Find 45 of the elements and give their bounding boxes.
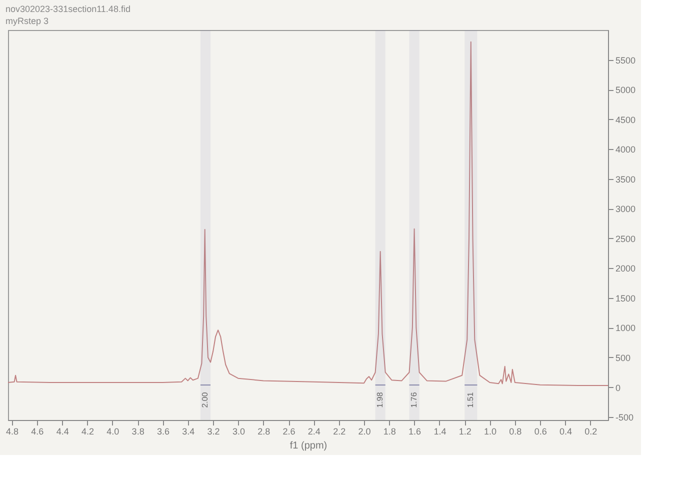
y-tick-label: 2000: [616, 264, 636, 274]
y-tick-label: 3000: [616, 204, 636, 214]
x-tick-label: 1.2: [458, 426, 472, 436]
x-tick-label: 1.6: [408, 426, 422, 436]
x-tick-label: 4.6: [31, 426, 44, 436]
y-tick-label: 4500: [616, 114, 636, 125]
x-tick-label: 1.4: [434, 426, 446, 436]
x-tick-label: 4.8: [6, 426, 19, 436]
band-label: 1.98: [375, 392, 384, 408]
x-tick-label: 1.0: [484, 426, 497, 436]
x-tick-label: 0.8: [509, 426, 522, 436]
y-tick-label: 2500: [616, 234, 636, 244]
x-tick-label: 0.4: [559, 426, 572, 436]
x-tick-label: 3.8: [132, 426, 144, 436]
line-series: [8, 41, 608, 386]
band-label: 2.00: [200, 392, 210, 408]
y-tick-label: 500: [616, 352, 631, 363]
y-tick-label: 5000: [616, 85, 636, 96]
y-tick-label: 4000: [616, 144, 636, 155]
band-label: 1.76: [409, 392, 418, 408]
x-tick-label: 4.0: [106, 426, 120, 436]
y-tick-label: 1500: [616, 293, 636, 304]
y-tick-label: -500: [616, 412, 634, 423]
x-tick-label: 2.0: [358, 426, 371, 436]
y-tick-label: 5500: [616, 55, 636, 66]
x-tick-label: 4.4: [56, 426, 69, 436]
x-tick-label: 0.2: [584, 426, 598, 436]
x-tick-label: 2.6: [282, 426, 296, 436]
x-axis-title: f1 (ppm): [290, 440, 328, 452]
x-tick-label: 3.6: [156, 426, 170, 436]
band-label: 1.51: [466, 392, 475, 408]
x-tick-label: 2.8: [258, 426, 270, 436]
x-tick-label: 3.4: [182, 426, 195, 436]
y-tick-label: 0: [616, 382, 621, 393]
x-tick-label: 2.2: [333, 426, 346, 436]
x-tick-label: 0.6: [534, 426, 547, 436]
x-tick-label: 4.2: [81, 426, 94, 436]
x-tick-label: 1.8: [383, 426, 396, 436]
y-tick-label: 1000: [616, 323, 636, 334]
y-tick-label: 3500: [616, 174, 636, 184]
x-tick-label: 3.0: [232, 426, 245, 436]
chart-title: nov302023-331section11.48.fid: [6, 4, 130, 14]
chart-subtitle: myRstep 3: [6, 16, 49, 26]
x-tick-label: 2.4: [308, 426, 320, 436]
x-tick-label: 3.2: [207, 426, 220, 436]
